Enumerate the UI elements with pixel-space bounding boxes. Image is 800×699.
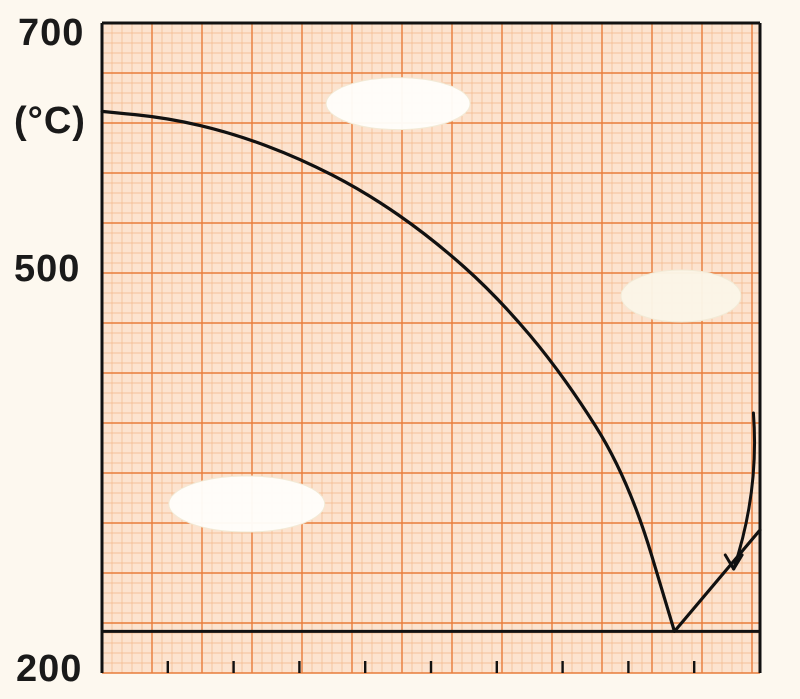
y-tick-200: 200 (16, 648, 82, 691)
y-tick-700: 700 (18, 12, 84, 55)
chart-root: 700 (°C) 500 200 (0, 0, 800, 699)
phase-diagram-plot (0, 0, 800, 699)
y-axis-unit: (°C) (14, 100, 86, 143)
y-tick-500: 500 (14, 248, 80, 291)
